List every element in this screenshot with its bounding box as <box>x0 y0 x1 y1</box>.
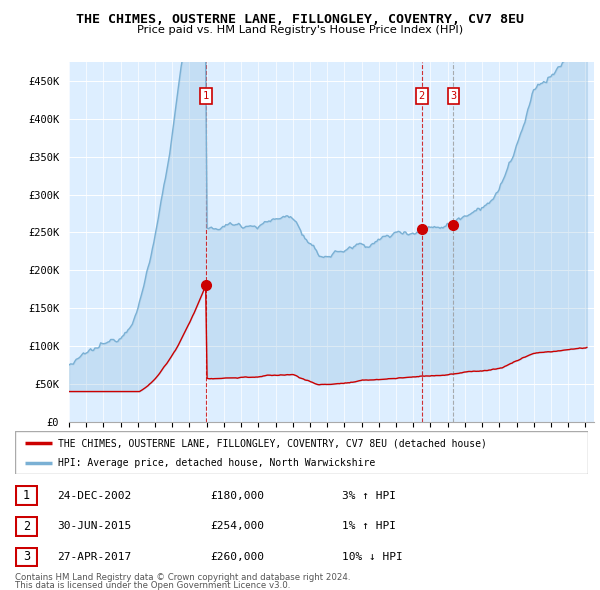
Text: 1: 1 <box>23 489 30 502</box>
Text: 1% ↑ HPI: 1% ↑ HPI <box>342 522 396 531</box>
Text: Price paid vs. HM Land Registry's House Price Index (HPI): Price paid vs. HM Land Registry's House … <box>137 25 463 35</box>
Text: 24-DEC-2002: 24-DEC-2002 <box>57 491 131 500</box>
Text: £260,000: £260,000 <box>210 552 264 562</box>
Text: 3% ↑ HPI: 3% ↑ HPI <box>342 491 396 500</box>
Text: HPI: Average price, detached house, North Warwickshire: HPI: Average price, detached house, Nort… <box>58 458 375 468</box>
Text: 2: 2 <box>23 520 30 533</box>
Text: 3: 3 <box>450 91 457 101</box>
Text: THE CHIMES, OUSTERNE LANE, FILLONGLEY, COVENTRY, CV7 8EU: THE CHIMES, OUSTERNE LANE, FILLONGLEY, C… <box>76 13 524 26</box>
Text: THE CHIMES, OUSTERNE LANE, FILLONGLEY, COVENTRY, CV7 8EU (detached house): THE CHIMES, OUSTERNE LANE, FILLONGLEY, C… <box>58 438 487 448</box>
Text: 2: 2 <box>419 91 425 101</box>
Text: £180,000: £180,000 <box>210 491 264 500</box>
Text: Contains HM Land Registry data © Crown copyright and database right 2024.: Contains HM Land Registry data © Crown c… <box>15 572 350 582</box>
Text: 3: 3 <box>23 550 30 563</box>
Text: 1: 1 <box>203 91 209 101</box>
Text: 30-JUN-2015: 30-JUN-2015 <box>57 522 131 531</box>
Text: This data is licensed under the Open Government Licence v3.0.: This data is licensed under the Open Gov… <box>15 581 290 590</box>
Text: £254,000: £254,000 <box>210 522 264 531</box>
Text: 27-APR-2017: 27-APR-2017 <box>57 552 131 562</box>
Text: 10% ↓ HPI: 10% ↓ HPI <box>342 552 403 562</box>
